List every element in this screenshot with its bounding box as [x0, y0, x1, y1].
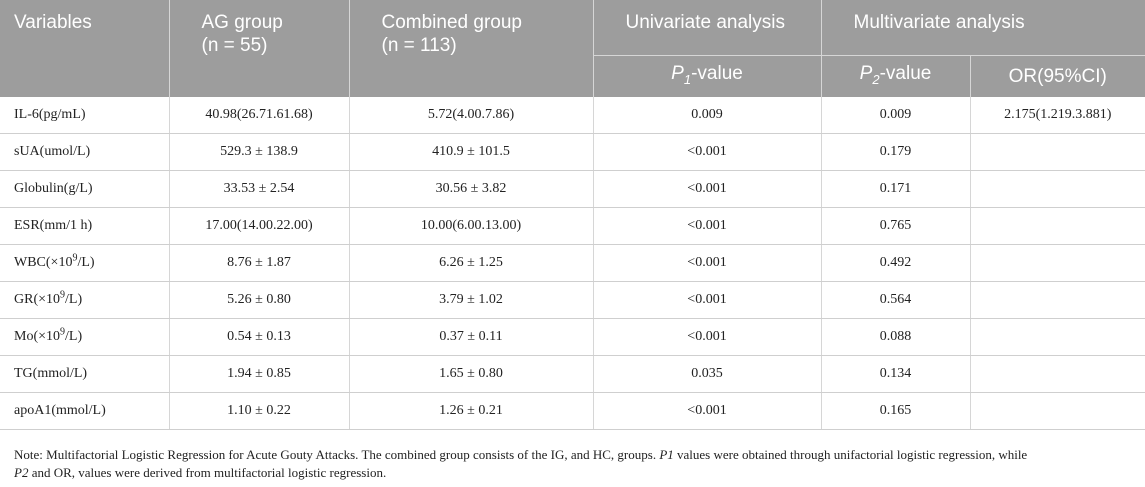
header-p2-value: P2-value	[821, 55, 971, 97]
p2-suffix: -value	[879, 63, 932, 85]
results-table: Variables AG group (n = 55) Combined gro…	[0, 0, 1145, 430]
header-ag-group-label: AG group	[201, 12, 283, 33]
p2-subscript: 2	[872, 71, 880, 87]
cell-or	[970, 207, 1145, 245]
p1-subscript: 1	[683, 71, 692, 87]
header-combined-group-label: Combined group	[381, 12, 522, 33]
table-header: Variables AG group (n = 55) Combined gro…	[0, 0, 1145, 97]
table-row: Mo(×109/L) 0.54 ± 0.13 0.37 ± 0.11 <0.00…	[0, 318, 1145, 356]
cell-ag: 1.10 ± 0.22	[169, 392, 350, 430]
p1-suffix: -value	[691, 63, 743, 85]
cell-p2: 0.492	[821, 244, 971, 282]
cell-or	[970, 281, 1145, 319]
header-combined-group-n: (n = 113)	[381, 35, 457, 56]
header-combined-group: Combined group (n = 113)	[349, 0, 594, 97]
cell-combined: 3.79 ± 1.02	[349, 281, 594, 319]
cell-variable: IL-6(pg/mL)	[0, 97, 170, 134]
table-note: Note: Multifactorial Logistic Regression…	[14, 446, 1134, 482]
cell-p1: <0.001	[593, 207, 822, 245]
cell-p2: 0.134	[821, 355, 971, 393]
table-row: WBC(×109/L) 8.76 ± 1.87 6.26 ± 1.25 <0.0…	[0, 244, 1145, 282]
variable-pre: Mo(×10	[14, 329, 61, 344]
cell-variable: sUA(umol/L)	[0, 133, 170, 171]
header-variables: Variables	[0, 0, 170, 97]
p1-symbol: P	[671, 63, 684, 85]
variable-sup: 9	[60, 326, 66, 338]
cell-ag: 33.53 ± 2.54	[169, 170, 350, 208]
table-row: apoA1(mmol/L) 1.10 ± 0.22 1.26 ± 0.21 <0…	[0, 392, 1145, 430]
header-or-ci: OR(95%CI)	[970, 55, 1145, 97]
cell-p2: 0.765	[821, 207, 971, 245]
cell-p2: 0.171	[821, 170, 971, 208]
cell-variable: WBC(×109/L)	[0, 244, 170, 282]
cell-combined: 1.26 ± 0.21	[349, 392, 594, 430]
variable-post: /L)	[77, 255, 95, 270]
cell-or: 2.175(1.219.3.881)	[970, 97, 1145, 134]
note-part3: and OR, values were derived from multifa…	[28, 465, 387, 480]
header-ag-group: AG group (n = 55)	[169, 0, 350, 97]
cell-p1: <0.001	[593, 281, 822, 319]
table-row: Globulin(g/L) 33.53 ± 2.54 30.56 ± 3.82 …	[0, 170, 1145, 208]
note-part1: Note: Multifactorial Logistic Regression…	[14, 447, 660, 462]
cell-combined: 30.56 ± 3.82	[349, 170, 594, 208]
cell-p1: 0.035	[593, 355, 822, 393]
cell-combined: 1.65 ± 0.80	[349, 355, 594, 393]
note-p1: P1	[659, 447, 674, 462]
table-row: IL-6(pg/mL) 40.98(26.71.61.68) 5.72(4.00…	[0, 97, 1145, 134]
variable-post: /L)	[65, 292, 83, 307]
cell-or	[970, 133, 1145, 171]
cell-or	[970, 318, 1145, 356]
variable-sup: 9	[60, 289, 66, 301]
cell-variable: Mo(×109/L)	[0, 318, 170, 356]
variable-post: /L)	[65, 329, 83, 344]
cell-ag: 529.3 ± 138.9	[169, 133, 350, 171]
cell-or	[970, 244, 1145, 282]
table-row: ESR(mm/1 h) 17.00(14.00.22.00) 10.00(6.0…	[0, 207, 1145, 245]
cell-p2: 0.564	[821, 281, 971, 319]
cell-p1: <0.001	[593, 244, 822, 282]
cell-variable: ESR(mm/1 h)	[0, 207, 170, 245]
variable-sup: 9	[72, 252, 78, 264]
cell-ag: 0.54 ± 0.13	[169, 318, 350, 356]
header-ag-group-n: (n = 55)	[201, 35, 268, 56]
cell-combined: 6.26 ± 1.25	[349, 244, 594, 282]
cell-variable: GR(×109/L)	[0, 281, 170, 319]
cell-or	[970, 355, 1145, 393]
cell-p2: 0.009	[821, 97, 971, 134]
note-part2: values were obtained through unifactoria…	[673, 447, 1028, 462]
cell-p1: <0.001	[593, 392, 822, 430]
cell-or	[970, 392, 1145, 430]
table-row: GR(×109/L) 5.26 ± 0.80 3.79 ± 1.02 <0.00…	[0, 281, 1145, 319]
cell-variable: Globulin(g/L)	[0, 170, 170, 208]
cell-or	[970, 170, 1145, 208]
variable-pre: WBC(×10	[14, 255, 73, 270]
cell-p1: <0.001	[593, 318, 822, 356]
header-multivariate: Multivariate analysis	[821, 0, 1145, 56]
cell-p2: 0.179	[821, 133, 971, 171]
table-row: sUA(umol/L) 529.3 ± 138.9 410.9 ± 101.5 …	[0, 133, 1145, 171]
p2-symbol: P	[859, 63, 873, 85]
header-p1-value: P1-value	[593, 55, 822, 97]
cell-ag: 1.94 ± 0.85	[169, 355, 350, 393]
cell-combined: 5.72(4.00.7.86)	[349, 97, 594, 134]
note-p2: P2	[14, 465, 29, 480]
variable-pre: GR(×10	[14, 292, 61, 307]
cell-ag: 17.00(14.00.22.00)	[169, 207, 350, 245]
cell-combined: 0.37 ± 0.11	[349, 318, 594, 356]
table-row: TG(mmol/L) 1.94 ± 0.85 1.65 ± 0.80 0.035…	[0, 355, 1145, 393]
cell-p1: 0.009	[593, 97, 822, 134]
cell-variable: TG(mmol/L)	[0, 355, 170, 393]
cell-variable: apoA1(mmol/L)	[0, 392, 170, 430]
cell-p1: <0.001	[593, 133, 822, 171]
header-univariate: Univariate analysis	[593, 0, 822, 56]
cell-ag: 8.76 ± 1.87	[169, 244, 350, 282]
cell-p1: <0.001	[593, 170, 822, 208]
cell-p2: 0.165	[821, 392, 971, 430]
cell-ag: 5.26 ± 0.80	[169, 281, 350, 319]
cell-combined: 10.00(6.00.13.00)	[349, 207, 594, 245]
cell-p2: 0.088	[821, 318, 971, 356]
cell-ag: 40.98(26.71.61.68)	[169, 97, 350, 134]
table-body: IL-6(pg/mL) 40.98(26.71.61.68) 5.72(4.00…	[0, 97, 1145, 430]
cell-combined: 410.9 ± 101.5	[349, 133, 594, 171]
